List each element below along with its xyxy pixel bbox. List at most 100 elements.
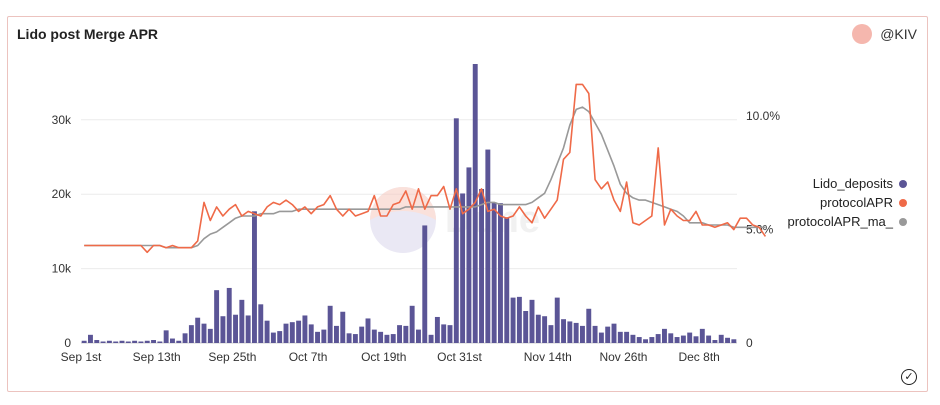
deposit-bar: [359, 326, 365, 343]
deposit-bar: [516, 296, 522, 343]
deposit-bar: [580, 325, 585, 343]
deposit-bar: [289, 322, 295, 343]
deposit-bar: [106, 340, 112, 343]
deposit-bar: [132, 340, 138, 343]
y-right-tick-label: 0: [746, 336, 753, 350]
protocolAPR-line: [84, 83, 767, 254]
deposit-bar: [397, 325, 402, 343]
deposit-bar: [182, 333, 188, 343]
deposit-bar: [561, 319, 566, 343]
deposit-bar: [94, 340, 100, 343]
deposit-bar: [252, 211, 257, 343]
deposit-bar: [460, 193, 466, 343]
deposit-bar: [346, 333, 352, 343]
deposit-bar: [365, 318, 371, 343]
deposit-bar: [422, 225, 428, 343]
deposit-bar: [144, 340, 150, 343]
deposit-bar: [321, 329, 327, 343]
deposit-bar: [434, 316, 440, 343]
deposit-bar: [699, 328, 705, 343]
deposit-bar: [554, 297, 560, 343]
deposit-bar: [170, 338, 175, 343]
author-name: @KIV: [880, 26, 917, 42]
deposit-bar: [687, 332, 693, 343]
deposit-bar: [592, 325, 598, 343]
deposit-bar: [138, 341, 144, 343]
deposit-bar: [157, 341, 163, 343]
deposit-bar: [693, 336, 699, 343]
deposit-bar: [390, 334, 396, 343]
deposit-bar: [315, 331, 320, 343]
deposit-bar: [466, 167, 472, 343]
deposit-bar: [441, 324, 447, 343]
deposit-bar: [214, 290, 220, 343]
legend-swatch: [899, 199, 907, 207]
x-tick-label: Oct 7th: [289, 350, 328, 364]
deposit-bar: [340, 311, 346, 343]
x-tick-label: Nov 14th: [524, 350, 572, 364]
y-left-tick-label: 20k: [52, 187, 72, 201]
deposit-bar: [643, 339, 648, 343]
deposit-bar: [296, 320, 302, 343]
watermark-half-icon: [370, 187, 436, 220]
deposit-bar: [113, 341, 119, 343]
legend-swatch: [899, 180, 907, 188]
deposit-bar: [352, 334, 358, 343]
deposit-bar: [88, 334, 93, 343]
deposit-bar: [81, 340, 87, 343]
deposit-bar: [384, 334, 390, 343]
deposit-bar: [491, 202, 497, 343]
deposit-bar: [668, 333, 674, 343]
deposit-bar: [611, 323, 617, 343]
deposit-bar: [586, 308, 592, 343]
deposit-bar: [573, 322, 579, 343]
y-left-tick-label: 10k: [52, 262, 72, 276]
deposit-bar: [674, 337, 680, 343]
deposit-bar: [125, 341, 131, 343]
deposit-bar: [649, 337, 655, 343]
deposit-bar: [529, 299, 535, 343]
deposit-bar: [371, 329, 377, 343]
deposit-bar: [523, 311, 529, 343]
deposit-bar: [510, 297, 516, 343]
x-tick-label: Oct 31st: [437, 350, 482, 364]
legend-label: Lido_deposits: [813, 176, 894, 191]
deposit-bar: [624, 331, 630, 343]
deposit-bar: [655, 334, 661, 343]
y-left-tick-label: 0: [64, 336, 71, 350]
deposit-bar: [479, 188, 484, 343]
deposit-bar: [504, 217, 510, 343]
y-right-tick-label: 10.0%: [746, 109, 780, 123]
x-tick-label: Sep 13th: [133, 350, 181, 364]
deposit-bar: [706, 335, 712, 343]
x-tick-label: Sep 25th: [208, 350, 256, 364]
deposit-bar: [308, 324, 314, 343]
deposit-bar: [567, 321, 573, 343]
y-left-tick-label: 30k: [52, 113, 72, 127]
deposit-bar: [535, 314, 541, 343]
deposit-bar: [630, 334, 636, 343]
deposit-bar: [453, 118, 459, 343]
author-badge[interactable]: @KIV: [852, 24, 917, 44]
deposit-bar: [207, 328, 213, 343]
deposit-bar: [718, 334, 724, 343]
deposit-bar: [220, 316, 226, 343]
deposit-bar: [428, 334, 434, 343]
deposit-bar: [378, 331, 384, 343]
deposit-bar: [725, 337, 730, 343]
deposit-bar: [233, 314, 238, 343]
x-tick-label: Oct 19th: [361, 350, 406, 364]
deposit-bar: [498, 203, 503, 343]
x-tick-label: Nov 26th: [599, 350, 647, 364]
deposit-bar: [277, 331, 283, 343]
deposit-bar: [662, 328, 667, 343]
deposit-bar: [542, 316, 548, 343]
deposit-bar: [636, 337, 642, 343]
legend-swatch: [899, 218, 907, 226]
deposit-bar: [680, 335, 686, 343]
legend-label: protocolAPR_ma_: [788, 214, 894, 229]
deposit-bar: [409, 305, 415, 343]
check-circle-icon[interactable]: ✓: [901, 369, 917, 385]
x-tick-label: Dec 8th: [678, 350, 719, 364]
